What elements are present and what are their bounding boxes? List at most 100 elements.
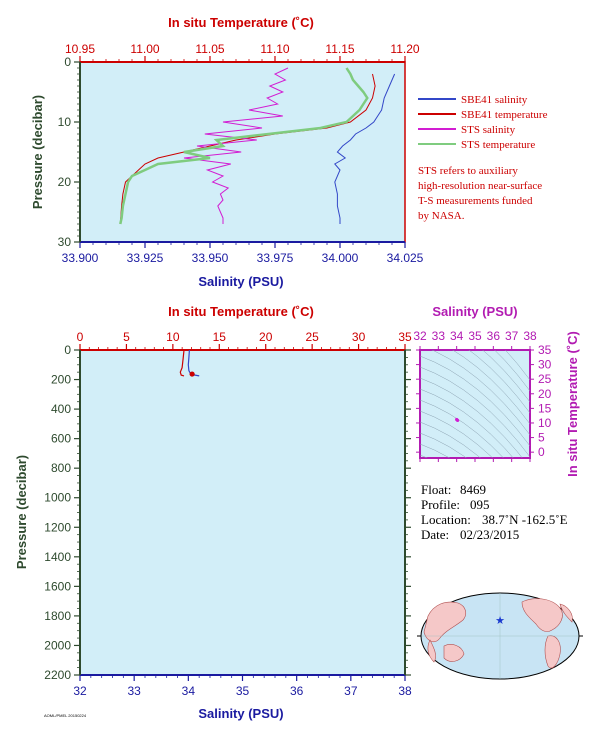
bottom-pressure-tick-label: 400 [51, 402, 71, 416]
map-landmasses [423, 598, 573, 669]
ts-temp-tick-label: 25 [538, 372, 552, 386]
bottom-temp-tick-label: 5 [123, 330, 130, 344]
date-label: Date: [421, 527, 449, 542]
bottom-sal-tick-label: 33 [127, 684, 141, 698]
top-temp-tick-label: 10.95 [65, 42, 95, 56]
top-sal-tick-label: 33.975 [257, 251, 294, 265]
top-temp-axis-title: In situ Temperature (˚C) [168, 15, 314, 30]
footer-code: AOML/PMEL 20150224 [44, 713, 87, 718]
sts-note-line-4: by NASA. [418, 210, 465, 222]
top-pressure-tick-label: 0 [64, 55, 71, 69]
top-series-group [119, 67, 396, 225]
series-sts-salinity [183, 67, 289, 224]
map-land-australia [443, 644, 465, 662]
float-value: 8469 [460, 482, 486, 497]
ts-sal-tick-label: 33 [432, 329, 446, 343]
top-temp-tick-label: 11.00 [130, 42, 159, 56]
top-temp-tick-label: 11.05 [195, 42, 224, 56]
ts-sal-tick-label: 35 [468, 329, 482, 343]
ts-density-contour [420, 355, 530, 447]
svg-text:STS refers to auxiliary: STS refers to auxiliary high-resolution … [418, 165, 545, 222]
world-map: ★ [417, 592, 583, 680]
legend-label-sbe-salinity: SBE41 salinity [461, 94, 528, 106]
legend-label-sts-salinity: STS salinity [461, 124, 516, 136]
bottom-pressure-tick-label: 800 [51, 461, 71, 475]
top-sal-tick-label: 34.025 [387, 251, 424, 265]
map-land-north-america [521, 598, 563, 632]
ts-density-contour [420, 366, 530, 458]
bottom-series-group [179, 349, 200, 377]
legend-label-sts-temperature: STS temperature [461, 139, 535, 151]
top-pressure-ticks: 0 10 20 30 [58, 55, 80, 249]
ts-sal-tick-label: 36 [487, 329, 501, 343]
ts-density-contour [482, 350, 530, 403]
ts-density-contour [420, 377, 523, 458]
bottom-pressure-tick-label: 2000 [44, 638, 71, 652]
bottom-sal-tick-label: 36 [290, 684, 304, 698]
ts-temp-tick-label: 15 [538, 401, 552, 415]
top-pressure-tick-label: 10 [58, 115, 72, 129]
bottom-temp-tick-label: 10 [166, 330, 180, 344]
location-label: Location: [421, 512, 471, 527]
top-legend: SBE41 salinity SBE41 temperature STS sal… [418, 94, 548, 151]
bottom-temp-tick-label: 30 [352, 330, 366, 344]
ts-temp-tick-label: 35 [538, 343, 552, 357]
ts-temp-tick-label: 20 [538, 387, 552, 401]
ts-density-contour [452, 350, 530, 425]
bottom-temp-tick-label: 25 [305, 330, 319, 344]
near-surface-chart: In situ Temperature (˚C) 10.95 11.00 11.05… [30, 15, 548, 289]
map-land-south-america [544, 635, 561, 669]
bottom-sal-axis-title: Salinity (PSU) [198, 706, 283, 721]
top-sal-ticks: 33.900 33.925 33.950 33.975 34.000 34.025 [62, 242, 424, 265]
bottom-plot-area [79, 349, 406, 676]
bottom-temp-tick-label: 0 [77, 330, 84, 344]
top-sal-axis-title: Salinity (PSU) [198, 274, 283, 289]
ts-plot-area [419, 349, 531, 459]
bottom-sal-tick-label: 32 [73, 684, 87, 698]
ts-temp-tick-label: 0 [538, 445, 545, 459]
bottom-sal-tick-label: 38 [398, 684, 412, 698]
location-value: 38.7˚N -162.5˚E [482, 512, 568, 527]
ts-density-contour [505, 350, 530, 381]
top-sal-tick-label: 33.900 [62, 251, 99, 265]
ts-temp-tick-label: 5 [538, 431, 545, 445]
bottom-sal-tick-label: 34 [182, 684, 196, 698]
top-temp-tick-label: 11.15 [325, 42, 354, 56]
bottom-pressure-tick-label: 1000 [44, 491, 71, 505]
ts-density-contour [420, 432, 467, 458]
ts-density-contour [420, 410, 493, 458]
top-sal-tick-label: 33.950 [192, 251, 229, 265]
ts-density-contour [494, 350, 530, 392]
bottom-series-sbe41-temperature [179, 349, 185, 377]
top-temp-tick-label: 11.10 [260, 42, 289, 56]
top-temp-ticks: 10.95 11.00 11.05 11.10 11.15 11.20 [65, 42, 420, 62]
map-land-africa-edge [427, 639, 436, 663]
ts-sal-tick-label: 38 [523, 329, 537, 343]
top-pressure-axis-title: Pressure (decibar) [30, 95, 45, 209]
bottom-pressure-tick-label: 1400 [44, 550, 71, 564]
float-info: Float: 8469 Profile: 095 Location: 38.7˚… [421, 482, 568, 542]
bottom-sal-tick-label: 35 [236, 684, 250, 698]
top-pressure-tick-label: 20 [58, 175, 72, 189]
top-plot-area [79, 61, 406, 243]
top-sal-tick-label: 33.925 [127, 251, 164, 265]
top-pressure-tick-label: 30 [58, 235, 72, 249]
ts-density-contour [420, 388, 514, 458]
ts-density-contour [420, 443, 450, 458]
ts-diagram: Salinity (PSU) 32 33 34 35 36 37 38 0510152025… [413, 304, 580, 477]
ts-points [455, 417, 460, 422]
full-profile-chart: In situ Temperature (˚C) 0 5 10 15 20 25 30 35 … [14, 304, 412, 721]
ts-sal-axis-title: Salinity (PSU) [432, 304, 517, 319]
top-temp-tick-label: 11.20 [390, 42, 419, 56]
bottom-pressure-tick-label: 1800 [44, 609, 71, 623]
bottom-temp-tick-label: 35 [398, 330, 412, 344]
bottom-sal-tick-label: 37 [344, 684, 358, 698]
float-location-star-icon: ★ [495, 615, 505, 627]
bottom-pressure-tick-label: 600 [51, 432, 71, 446]
bottom-pressure-tick-label: 2200 [44, 668, 71, 682]
ts-density-contours [420, 350, 530, 458]
series-sbe41-salinity [334, 73, 396, 224]
ts-temp-axis-title: In situ Temperature (˚C) [565, 331, 580, 477]
